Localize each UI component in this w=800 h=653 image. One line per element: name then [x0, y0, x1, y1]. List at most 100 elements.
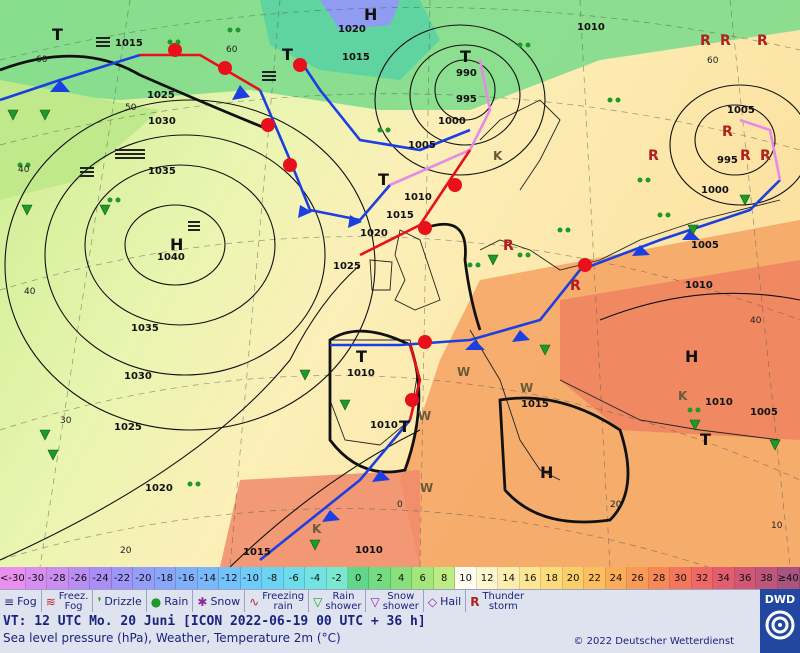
- temperature-scale-step: -2: [326, 567, 348, 589]
- low-center: T: [399, 417, 410, 436]
- warm-front-north: [140, 53, 261, 92]
- isobar-label: 1000: [701, 185, 729, 196]
- high-center: H: [364, 5, 377, 24]
- legend-snow-shower: ▽ Snow shower: [366, 590, 424, 613]
- svg-text:R: R: [722, 124, 733, 140]
- grid-label: 40: [24, 287, 36, 297]
- isobar-label: 1020: [338, 24, 366, 35]
- grid-label: 60: [707, 56, 719, 66]
- temperature-scale-step: 20: [562, 567, 585, 589]
- temperature-scale-step: -26: [68, 567, 91, 589]
- copyright: © 2022 Deutscher Wetterdienst: [573, 636, 734, 647]
- legend-snow: ✱ Snow: [193, 590, 246, 613]
- cold-front-iberia: [259, 419, 411, 562]
- isobar-label: 1015: [243, 547, 271, 558]
- temperature-scale-step: 38: [756, 567, 778, 589]
- isobar-label: 1015: [115, 38, 143, 49]
- temperature-scale-step: 36: [734, 567, 757, 589]
- legend-rain: ● Rain: [147, 590, 194, 613]
- isobar-label: 1010: [577, 22, 605, 33]
- temperature-scale-step: 16: [519, 567, 542, 589]
- isobar-labels: 1015 1020 1015 1010 990 995 1000 1005 10…: [114, 22, 778, 558]
- isobar-label: 1030: [124, 371, 152, 382]
- temperature-scale-step: -12: [219, 567, 241, 589]
- isobar-label: 1005: [691, 240, 719, 251]
- isobar-label: 1025: [114, 422, 142, 433]
- legend-rain-shower: ▽ Rain shower: [309, 590, 367, 613]
- isobar-label: 1010: [370, 420, 398, 431]
- cold-air-core: [260, 0, 440, 80]
- temperature-scale-step: ≥40: [777, 567, 800, 589]
- low-center: T: [378, 170, 389, 189]
- temperature-scale-step: 22: [584, 567, 606, 589]
- temperature-scale-step: -14: [197, 567, 220, 589]
- temperature-scale-step: <-30: [0, 567, 26, 589]
- svg-text:R: R: [720, 33, 731, 49]
- temperature-scale-step: -18: [154, 567, 177, 589]
- weather-letter: W: [457, 365, 470, 379]
- temperature-scale-step: -22: [111, 567, 134, 589]
- graticule: [0, 0, 800, 567]
- isobar-label: 995: [717, 155, 738, 166]
- isobar-label: 1005: [408, 140, 436, 151]
- svg-text:R: R: [570, 278, 581, 294]
- weather-legend: ≡ Fog ≋ Freez. Fog ❜ Drizzle ● Rain ✱ Sno…: [0, 589, 760, 613]
- high-center: H: [540, 463, 553, 482]
- freezing-fog-icon: ≋: [45, 594, 56, 609]
- grid-label: 50: [125, 103, 137, 113]
- isobar-label: 1015: [386, 210, 414, 221]
- weather-letters: W W W W K K K: [312, 149, 688, 536]
- temperature-scale-step: -30: [25, 567, 48, 589]
- temperature-scale-step: -24: [90, 567, 112, 589]
- temperature-scale-step: 14: [498, 567, 520, 589]
- temperature-scale-step: -4: [305, 567, 327, 589]
- temperature-scale-step: 30: [670, 567, 692, 589]
- temperature-scale-step: -10: [240, 567, 263, 589]
- temperature-scale-step: 4: [390, 567, 413, 589]
- legend-freezing-fog: ≋ Freez. Fog: [42, 590, 94, 613]
- dwd-swirl-icon: [765, 610, 795, 640]
- temperature-scale-step: 26: [627, 567, 649, 589]
- temperature-scale-step: 10: [455, 567, 477, 589]
- grid-label: 20: [610, 500, 622, 510]
- low-center: T: [356, 347, 367, 366]
- temperature-scale-step: 28: [648, 567, 671, 589]
- temperature-scale: <-30 -30 -28 -26 -24 -22 -20 -18 -16 -14 -12 -10 -8-…: [0, 567, 800, 589]
- drizzle-icon: ❜: [97, 594, 102, 609]
- isobar-label: 1025: [333, 261, 361, 272]
- grid-label: 0: [397, 500, 403, 510]
- thunderstorm-icon: R: [470, 594, 480, 609]
- isobar-label: 1035: [131, 323, 159, 334]
- legend-thunderstorm: R Thunder storm: [470, 590, 525, 612]
- temperature-scale-step: -20: [133, 567, 155, 589]
- legend-hail: ◇ Hail: [424, 590, 467, 613]
- svg-text:R: R: [757, 33, 768, 49]
- occluded-front-east: [739, 118, 782, 181]
- isobar-label: 1020: [360, 228, 388, 239]
- snow-icon: ✱: [197, 594, 208, 609]
- low-center: T: [700, 430, 711, 449]
- low-center: T: [282, 45, 293, 64]
- isobar-label: 1035: [148, 166, 176, 177]
- isobar-label: 1005: [750, 407, 778, 418]
- forecast-map: RRR RRR R RR H T T T H T T H H T T 1015 1…: [0, 0, 800, 567]
- grid-label: 10: [771, 521, 783, 531]
- weather-letter: W: [420, 481, 433, 495]
- temperature-scale-step: 18: [541, 567, 563, 589]
- temperature-scale-step: 32: [691, 567, 714, 589]
- isobar-label: 1025: [147, 90, 175, 101]
- isobar-label: 1030: [148, 116, 176, 127]
- grid-label: 30: [60, 416, 72, 426]
- weather-letter: W: [418, 409, 431, 423]
- low-center: T: [52, 25, 63, 44]
- hot-air-core: [560, 260, 800, 440]
- front-symbols: [50, 43, 700, 522]
- fog-symbols: [80, 37, 276, 231]
- temperature-scale-step: 34: [713, 567, 735, 589]
- temperature-scale-step: 8: [433, 567, 456, 589]
- weather-letter: K: [493, 149, 503, 163]
- high-center: H: [170, 235, 183, 254]
- isobar-label: 1010: [355, 545, 383, 556]
- weather-letter: K: [312, 522, 322, 536]
